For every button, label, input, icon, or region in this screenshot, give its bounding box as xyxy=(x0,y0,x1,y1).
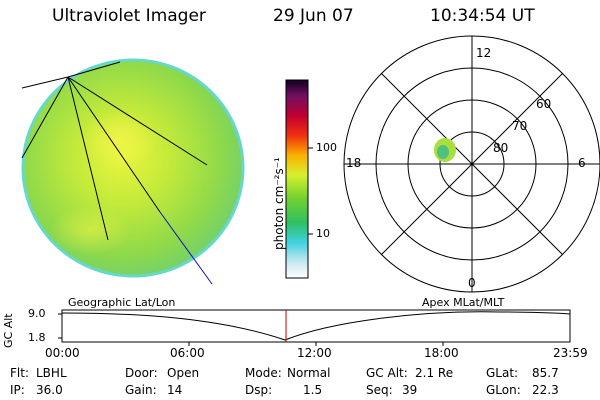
status-seq-label: Seq: xyxy=(366,383,393,397)
status-dsp-label: Dsp: xyxy=(245,383,273,397)
timeline-left-title: Geographic Lat/Lon xyxy=(68,296,176,309)
polar-mlt-0: 0 xyxy=(468,276,476,290)
date-label: 29 Jun 07 xyxy=(273,6,354,26)
timeline-tick-1200: 12:00 xyxy=(297,346,332,360)
timeline-panel xyxy=(58,309,571,346)
colorbar-unit-label: photon cm⁻²s⁻¹ xyxy=(272,157,286,250)
status-mode-value: Normal xyxy=(287,366,331,380)
colorbar-tick-10: 10 xyxy=(316,227,330,240)
instrument-title: Ultraviolet Imager xyxy=(52,6,206,26)
polar-aurora-patch xyxy=(434,138,456,162)
polar-mlt-6: 6 xyxy=(578,156,586,170)
polar-mlt-12: 12 xyxy=(476,46,492,60)
colorbar-tick-100: 100 xyxy=(316,141,337,154)
timeline-axis-label: GC Alt xyxy=(2,313,15,348)
status-glat-label: GLat: xyxy=(486,366,519,380)
status-gcalt-value: 2.1 Re xyxy=(415,366,454,380)
status-flt-label: Flt: xyxy=(10,366,29,380)
status-ip-value: 36.0 xyxy=(36,383,63,397)
status-door-label: Door: xyxy=(125,366,158,380)
status-ip-label: IP: xyxy=(10,383,25,397)
uv-disk-image xyxy=(21,58,245,285)
polar-mlt-18: 18 xyxy=(346,156,362,170)
polar-lat-70: 70 xyxy=(512,119,528,133)
status-gain-label: Gain: xyxy=(125,383,157,397)
timeline-tick-0600: 06:00 xyxy=(170,346,205,360)
timeline-y-bottom: 1.8 xyxy=(28,331,46,344)
timeline-right-title: Apex MLat/MLT xyxy=(422,296,505,309)
status-gain-value: 14 xyxy=(167,383,183,397)
polar-plot xyxy=(343,35,600,293)
status-dsp-value: 1.5 xyxy=(303,383,323,397)
status-glon-value: 22.3 xyxy=(532,383,559,397)
polar-lat-60: 60 xyxy=(536,97,552,111)
timeline-tick-1800: 18:00 xyxy=(424,346,459,360)
status-gcalt-label: GC Alt: xyxy=(366,366,408,380)
timeline-y-top: 9.0 xyxy=(28,307,46,320)
time-label: 10:34:54 UT xyxy=(430,6,535,26)
timeline-tick-0000: 00:00 xyxy=(45,346,80,360)
timeline-tick-2359: 23:59 xyxy=(553,346,588,360)
colorbar xyxy=(285,79,313,279)
status-glon-label: GLon: xyxy=(486,383,521,397)
status-door-value: Open xyxy=(167,366,200,380)
status-mode-label: Mode: xyxy=(245,366,282,380)
status-flt-value: LBHL xyxy=(36,366,67,380)
status-glat-value: 85.7 xyxy=(532,366,559,380)
polar-lat-80: 80 xyxy=(493,141,509,155)
status-seq-value: 39 xyxy=(402,383,418,397)
